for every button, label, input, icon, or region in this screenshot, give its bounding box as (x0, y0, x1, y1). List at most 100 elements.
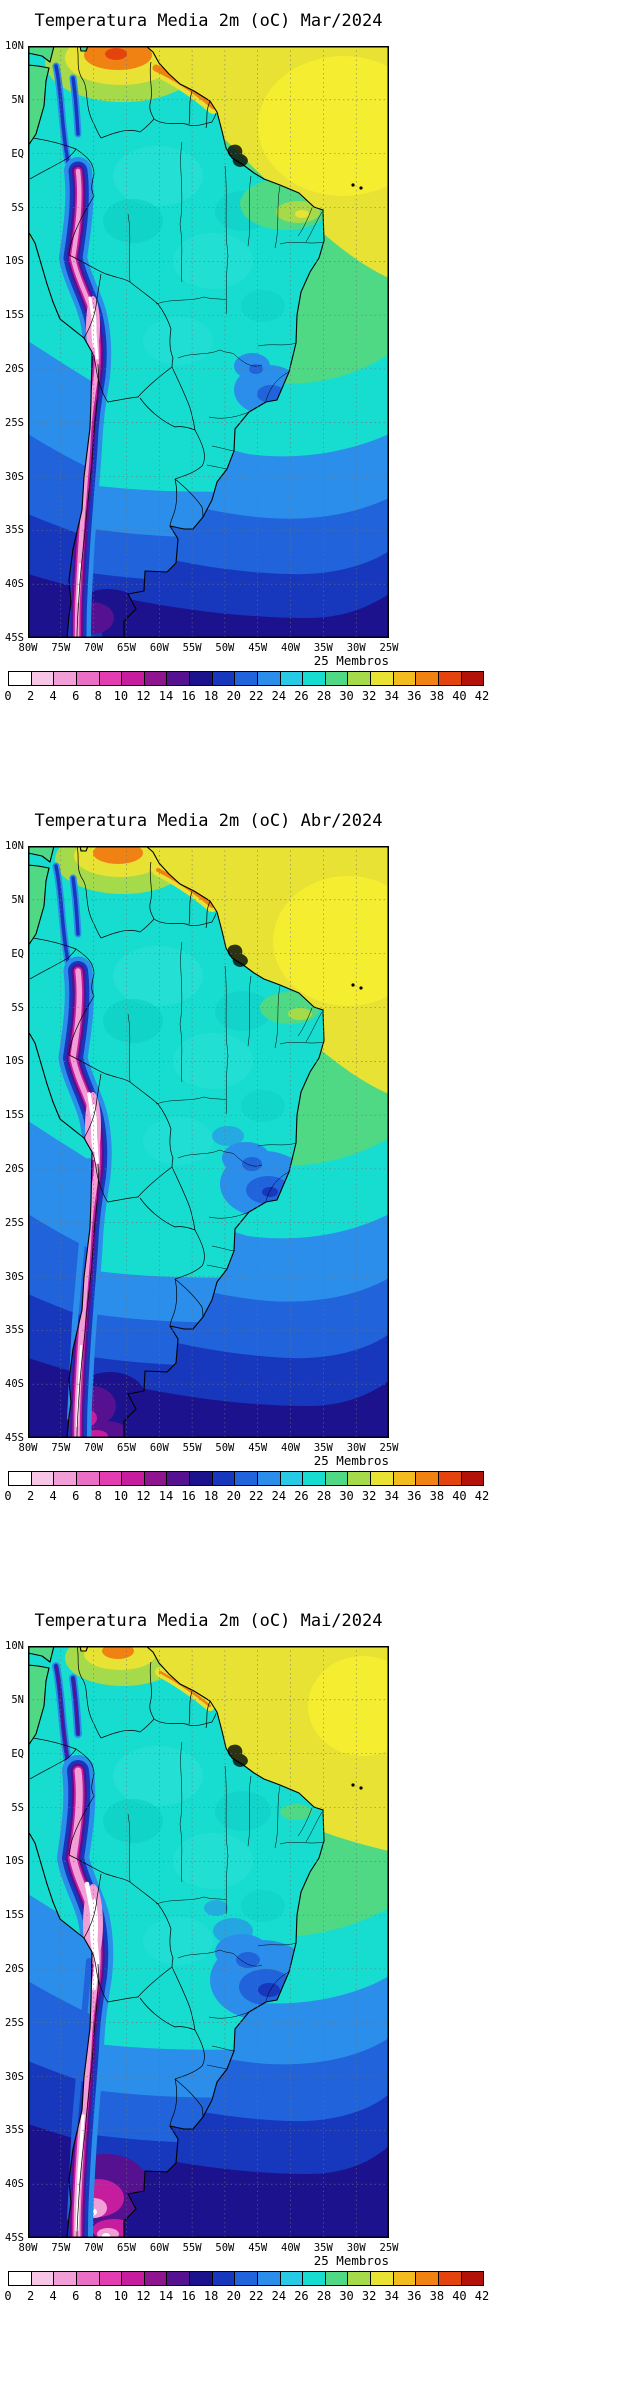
lat-tick-label: 45S (5, 632, 24, 644)
lat-tick-label: 10N (5, 40, 24, 52)
lon-tick-label: 60W (149, 2242, 169, 2254)
colorbar-segment (279, 2272, 303, 2285)
colorbar-segment (370, 1472, 393, 1485)
colorbar-tick-label: 34 (384, 2289, 399, 2303)
panel-mai-2024: Temperatura Media 2m (oC) Mai/2024 10N 5N… (0, 1600, 618, 2400)
lon-tick-label: 25W (379, 642, 399, 654)
colorbar-tick-label: 6 (72, 1489, 80, 1503)
colorbar-tick-label: 20 (226, 689, 241, 703)
panel-mar-2024: Temperatura Media 2m (oC) Mar/2024 10N 5N… (0, 0, 618, 800)
colorbar-tick-label: 4 (49, 2289, 57, 2303)
colorbar-segment (392, 672, 416, 685)
map-figure (28, 1646, 389, 2238)
colorbar-tick-label: 20 (226, 1489, 241, 1503)
colorbar-segment (392, 1472, 416, 1485)
colorbar-segment (370, 672, 393, 685)
lon-tick-label: 55W (182, 2242, 202, 2254)
lat-tick-label: 5N (11, 893, 24, 906)
lat-tick-label: 40S (5, 578, 24, 591)
colorbar-segment (53, 672, 76, 685)
colorbar-tick-label: 34 (384, 1489, 399, 1503)
colorbar-segment (415, 672, 438, 685)
panel-title: Temperatura Media 2m (oC) Mar/2024 (34, 11, 383, 31)
lat-tick-label: 35S (5, 524, 24, 537)
map-figure (28, 46, 389, 638)
lat-tick-label: 25S (5, 416, 24, 429)
colorbar-segment (9, 1472, 31, 1485)
colorbar-tick-label: 20 (226, 2289, 241, 2303)
colorbar-tick-labels: 0 2 4 6 8 10 12 14 16 18 20 22 24 26 28 30 32 34 36 38 40 42 (4, 1489, 489, 1504)
lon-axis: 80W 75W 70W 65W 60W 55W 50W 45W 40W 35W 30W 25W (19, 2242, 399, 2256)
lon-tick-label: 75W (51, 1442, 71, 1454)
lat-tick-label: 10N (5, 1640, 24, 1652)
panel-abr-2024: Temperatura Media 2m (oC) Abr/2024 10N 5N… (0, 800, 618, 1600)
colorbar-segment (53, 2272, 76, 2285)
colorbar-tick-label: 18 (203, 689, 219, 703)
colorbar-tick-label: 26 (294, 2289, 309, 2303)
colorbar-tick-label: 40 (452, 1489, 467, 1503)
lon-tick-label: 70W (84, 1442, 104, 1454)
colorbar-tick-label: 8 (94, 689, 102, 703)
colorbar-tick-label: 8 (94, 2289, 102, 2303)
colorbar-segment (256, 672, 280, 685)
colorbar-tick-label: 18 (203, 2289, 219, 2303)
lat-axis: 10N 5N EQ 5S 10S 15S 20S 25S 30S 35S 40S 45S (0, 40, 26, 644)
colorbar-tick-label: 14 (158, 2289, 174, 2303)
map-figure (28, 846, 389, 1438)
colorbar-segment (143, 1472, 167, 1485)
lat-tick-label: 30S (5, 1270, 24, 1283)
lon-tick-label: 45W (248, 642, 268, 654)
colorbar-segment (460, 2272, 484, 2285)
colorbar-tick-label: 10 (113, 2289, 129, 2303)
colorbar-segment (166, 672, 189, 685)
lat-tick-label: 10S (5, 1055, 24, 1068)
colorbar-segment (166, 1472, 189, 1485)
colorbar-segment (211, 1472, 235, 1485)
colorbar-segment (347, 672, 370, 685)
colorbar-tick-label: 42 (474, 2289, 490, 2303)
panel-title: Temperatura Media 2m (oC) Abr/2024 (34, 811, 383, 831)
lat-tick-label: EQ (11, 147, 24, 160)
colorbar-tick-label: 30 (339, 689, 354, 703)
lat-tick-label: 30S (5, 470, 24, 483)
colorbar-segment (234, 2272, 257, 2285)
lat-tick-label: 5N (11, 1693, 24, 1706)
colorbar-tick-label: 32 (361, 1489, 377, 1503)
lat-tick-label: 15S (5, 1109, 24, 1122)
lat-tick-label: 5N (11, 93, 24, 106)
colorbar-segment (256, 1472, 280, 1485)
colorbar-segment (189, 672, 212, 685)
colorbar-segment (189, 2272, 212, 2285)
colorbar-tick-label: 38 (429, 2289, 445, 2303)
colorbar-segment (234, 672, 257, 685)
colorbar-segment (121, 672, 144, 685)
colorbar-segment (437, 672, 461, 685)
colorbar-segment (279, 1472, 303, 1485)
lon-tick-label: 45W (248, 2242, 268, 2254)
colorbar-segment (460, 1472, 484, 1485)
map-svg (28, 46, 389, 638)
colorbar-tick-label: 16 (181, 2289, 196, 2303)
colorbar-segment (30, 1472, 54, 1485)
colorbar-tick-labels: 0 2 4 6 8 10 12 14 16 18 20 22 24 26 28 30 32 34 36 38 40 42 (4, 2289, 489, 2304)
panel-title: Temperatura Media 2m (oC) Mai/2024 (34, 1611, 383, 1631)
colorbar-tick-label: 12 (136, 1489, 151, 1503)
colorbar-tick-label: 0 (4, 1489, 12, 1503)
colorbar-segment (324, 672, 348, 685)
colorbar-tick-label: 36 (407, 1489, 422, 1503)
colorbar-tick-label: 26 (294, 689, 309, 703)
colorbar-segment (347, 1472, 370, 1485)
lon-tick-label: 70W (84, 642, 104, 654)
colorbar-tick-label: 12 (136, 689, 151, 703)
colorbar-tick-label: 22 (249, 689, 264, 703)
colorbar-tick-label: 28 (316, 1489, 332, 1503)
lon-tick-label: 30W (346, 2242, 366, 2254)
colorbar-segment (392, 2272, 416, 2285)
colorbar-segment (75, 2272, 99, 2285)
lat-tick-label: EQ (11, 947, 24, 960)
lon-tick-label: 25W (379, 1442, 399, 1454)
colorbar-segment (121, 2272, 144, 2285)
colorbar-segment (75, 1472, 99, 1485)
members-label: 25 Membros (313, 1453, 389, 1468)
lat-tick-label: 10N (5, 840, 24, 852)
